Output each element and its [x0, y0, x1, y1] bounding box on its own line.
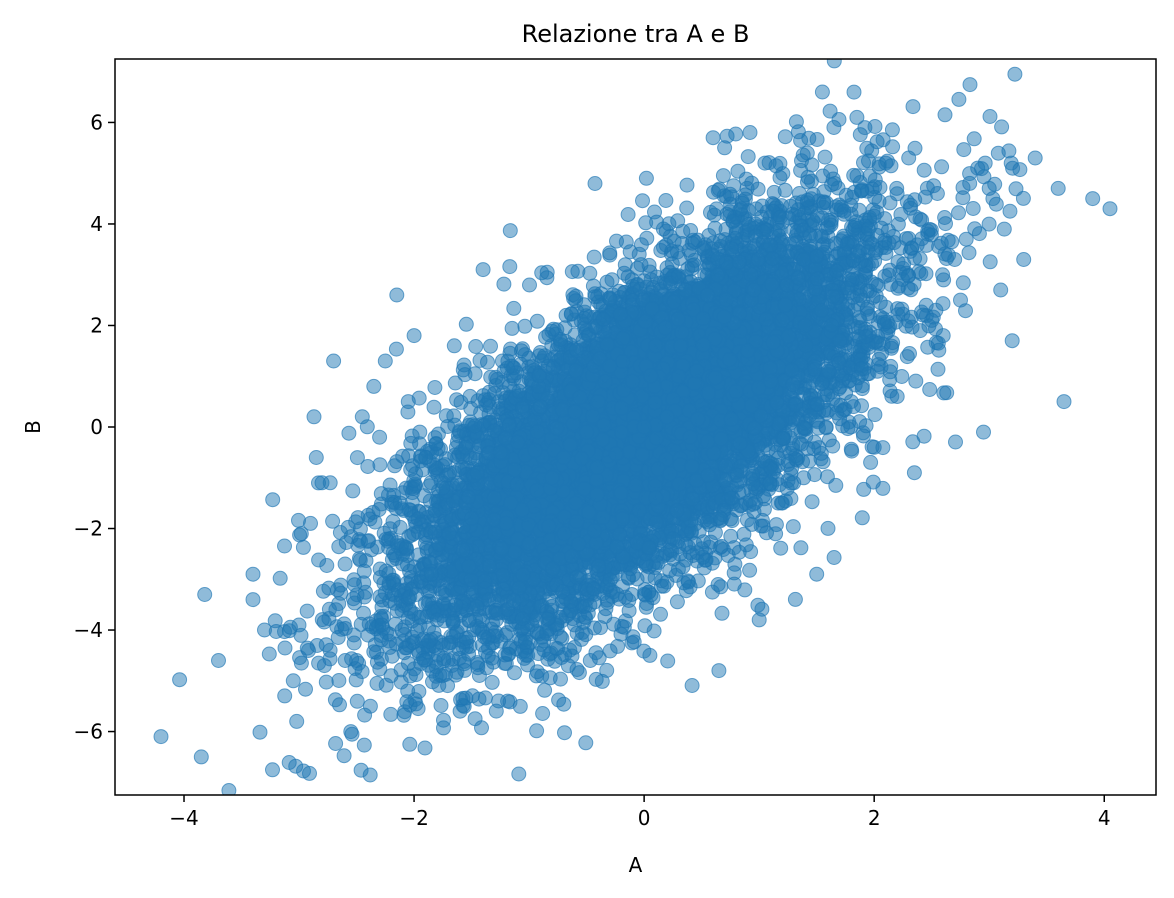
scatter-point — [356, 737, 372, 753]
scatter-point — [982, 109, 998, 124]
scatter-point — [427, 380, 443, 395]
scatter-point — [620, 207, 636, 222]
scatter-point — [387, 616, 403, 632]
scatter-point — [433, 698, 449, 713]
scatter-point — [506, 300, 522, 316]
scatter-point — [846, 84, 862, 100]
scatter-point — [653, 606, 668, 622]
points-layer — [153, 59, 1118, 795]
scatter-point — [889, 180, 905, 196]
scatter-point — [785, 519, 801, 535]
scatter-point — [252, 724, 268, 740]
scatter-point — [369, 675, 385, 691]
scatter-point — [826, 59, 842, 69]
scatter-point — [491, 693, 507, 709]
scatter-point — [938, 216, 953, 232]
scatter-point — [966, 131, 982, 147]
scatter-point — [332, 697, 347, 713]
scatter-point — [299, 603, 315, 619]
scatter-point — [411, 684, 427, 699]
scatter-point — [867, 119, 883, 134]
scatter-point — [529, 313, 545, 329]
scatter-point — [981, 216, 997, 232]
scatter-point — [436, 712, 451, 728]
scatter-point — [935, 296, 951, 312]
scatter-point — [865, 474, 881, 490]
scatter-point — [715, 168, 731, 184]
scatter-point — [265, 492, 281, 508]
scatter-point — [537, 682, 553, 698]
scatter-point — [967, 221, 983, 237]
scatter-point — [328, 736, 344, 751]
scatter-point — [679, 177, 695, 193]
scatter-point — [298, 681, 313, 697]
scatter-point — [894, 301, 910, 317]
scatter-point — [426, 399, 442, 415]
scatter-point — [277, 640, 293, 656]
scatter-point — [750, 181, 766, 197]
scatter-point — [955, 275, 971, 291]
scatter-point — [336, 748, 352, 764]
scatter-point — [484, 674, 500, 690]
scatter-point — [618, 234, 634, 250]
scatter-point — [517, 318, 533, 334]
scatter-point — [172, 672, 188, 688]
scatter-point — [826, 550, 842, 565]
scatter-point — [804, 494, 820, 510]
scatter-point — [742, 562, 758, 578]
scatter-point — [843, 441, 859, 457]
scatter-point — [646, 623, 662, 639]
scatter-point — [679, 200, 695, 216]
scatter-point — [916, 162, 932, 178]
scatter-point — [346, 635, 362, 651]
scatter-point — [295, 539, 311, 555]
scatter-point — [402, 736, 418, 752]
scatter-point — [660, 653, 676, 669]
scatter-point — [793, 540, 809, 556]
scatter-point — [578, 735, 594, 751]
scatter-point — [318, 674, 334, 690]
scatter-point — [884, 122, 900, 138]
scatter-point — [348, 672, 364, 688]
scatter-point — [345, 483, 361, 499]
scatter-point — [362, 767, 378, 783]
scatter-point — [504, 320, 520, 336]
scatter-point — [661, 216, 677, 232]
scatter-point — [714, 605, 730, 621]
scatter-point — [820, 520, 836, 536]
